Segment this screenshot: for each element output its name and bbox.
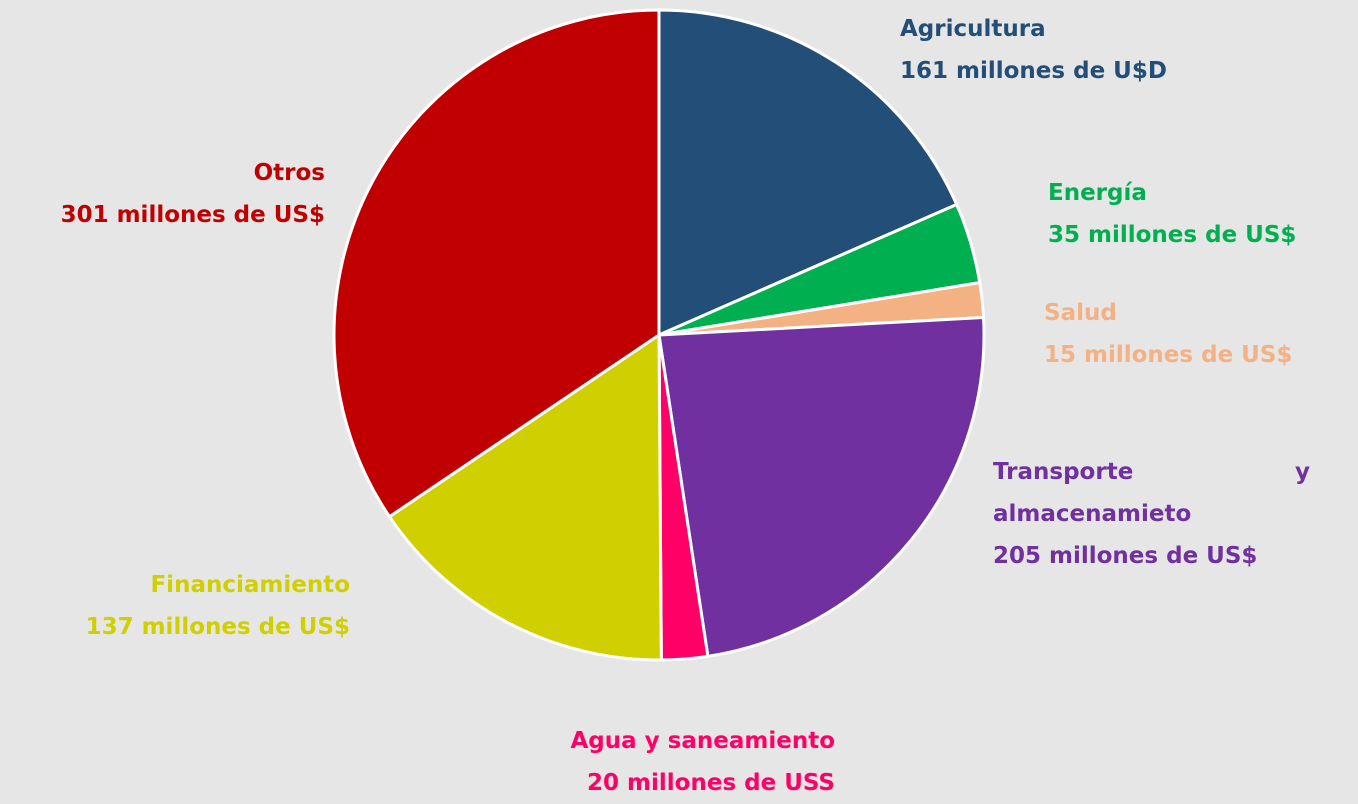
slice-label: Otros 301 millones de US$ [0,152,325,236]
category-label: Financiamiento [150,572,350,598]
category-label: Agricultura [900,16,1046,42]
slice-label: Agua y saneamiento 20 millones de USS [435,720,836,804]
value-label: 137 millones de US$ [85,614,350,640]
value-label: 301 millones de US$ [60,202,325,228]
pie-slice [657,8,959,338]
slice-label: Agricultura 161 millones de U$D [900,8,1300,92]
pie-slice [657,315,986,659]
value-label: 161 millones de U$D [900,58,1167,84]
pie-slice [387,332,663,662]
value-label: 205 millones de US$ [993,543,1258,569]
category-label: Energía [1048,180,1147,206]
value-label: 35 millones de US$ [1048,222,1297,248]
value-label: 20 millones de USS [587,770,835,796]
pie-slice [332,8,661,519]
slice-label: Transporte y almacenamieto 205 millones d… [993,451,1310,577]
slice-label: Financiamiento 137 millones de US$ [0,564,350,648]
slice-label: Salud 15 millones de US$ [1044,292,1344,376]
category-label: Otros [253,160,325,186]
category-label: Agua y saneamiento [570,728,836,754]
value-label: 15 millones de US$ [1044,342,1293,368]
slice-label: Energía 35 millones de US$ [1048,172,1348,256]
category-label: Salud [1044,300,1117,326]
category-label: Transporte y almacenamieto [993,459,1310,527]
